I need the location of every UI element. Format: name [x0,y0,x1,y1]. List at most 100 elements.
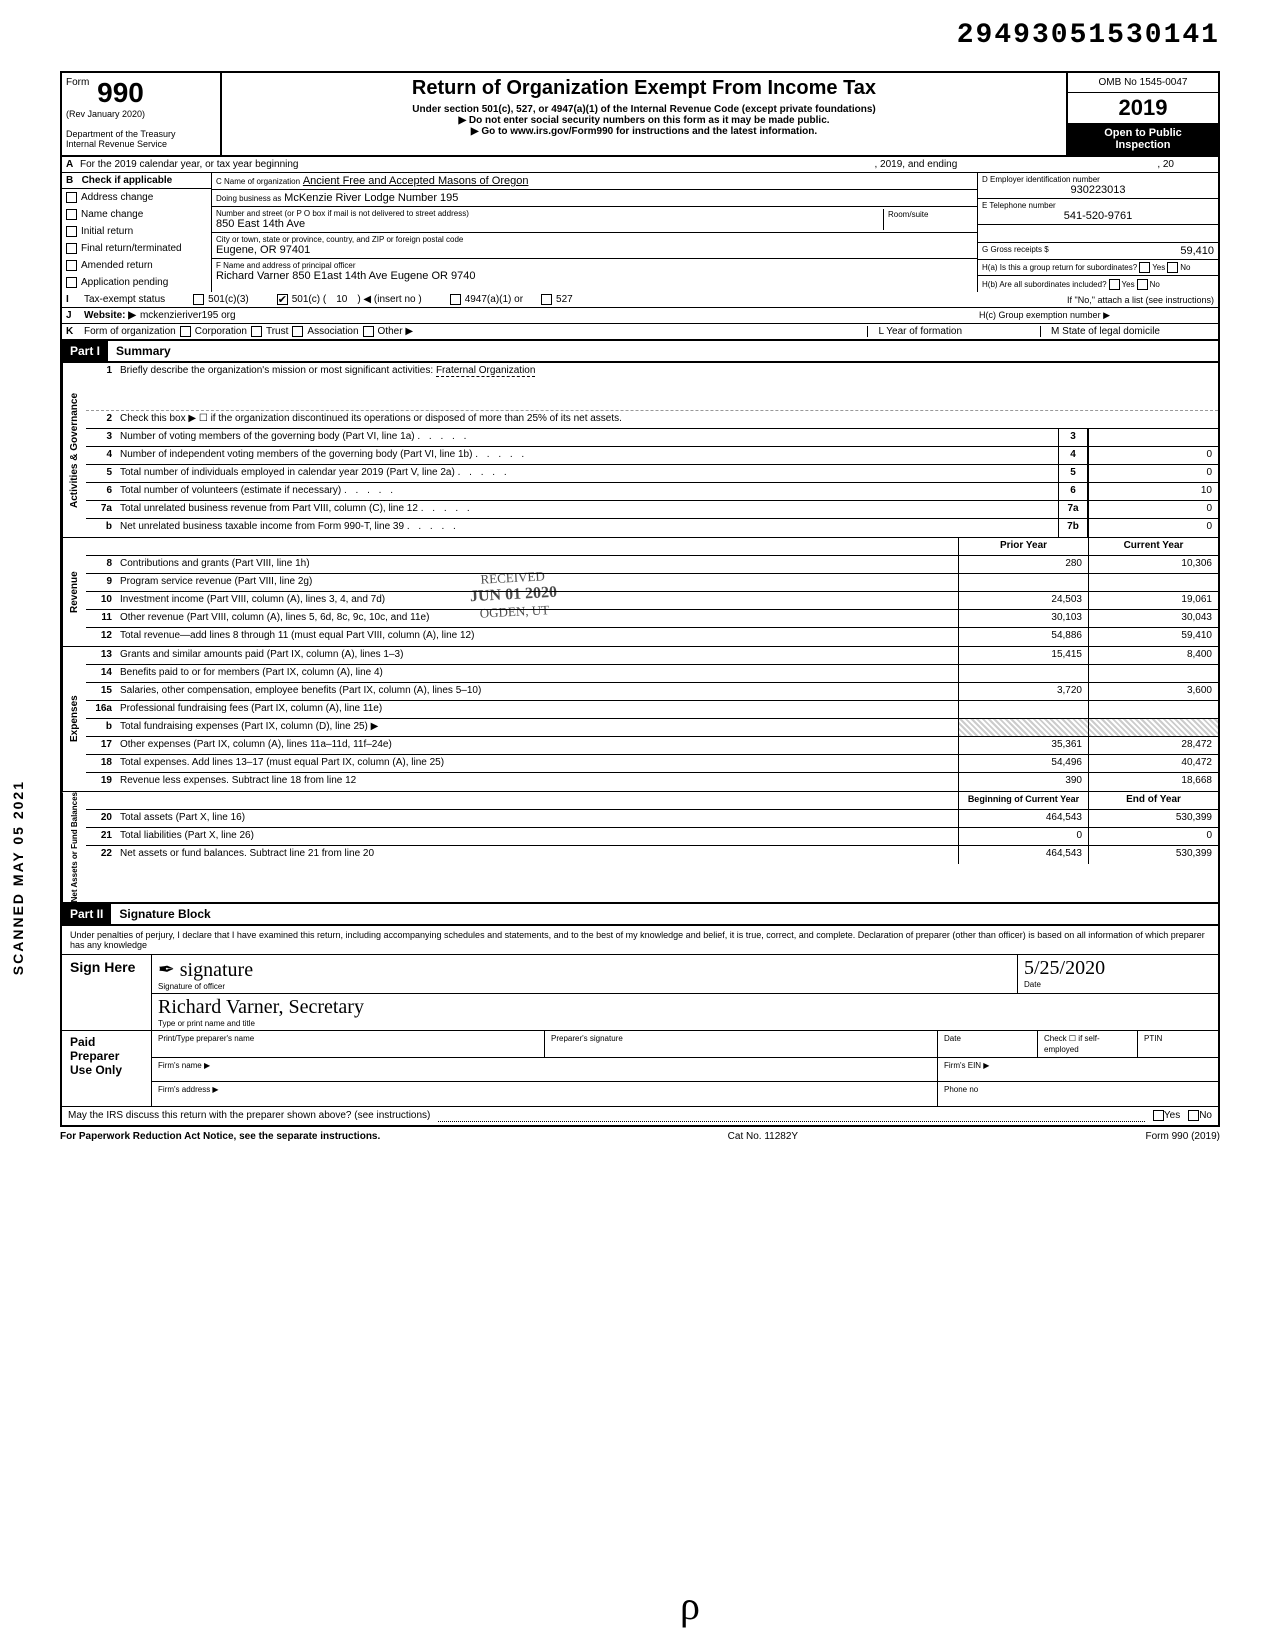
table-row: 14 Benefits paid to or for members (Part… [86,665,1218,683]
line-num: 1 [86,363,116,381]
city-value: Eugene, OR 97401 [216,244,973,256]
no-label: No [1199,1110,1212,1122]
m-state-label: M State of legal domicile [1040,326,1170,337]
street-value: 850 East 14th Ave [216,218,883,230]
line-desc: Number of voting members of the governin… [116,429,1058,446]
check-label: Name change [81,209,143,220]
hc-label: H(c) Group exemption number ▶ [979,310,1110,321]
gross-value: 59,410 [1049,245,1214,257]
firm-ein-label: Firm's EIN ▶ [944,1061,989,1070]
column-c: C Name of organization Ancient Free and … [212,173,978,292]
sidebar-expenses: Expenses [62,647,86,791]
table-row: 20 Total assets (Part X, line 16) 464,54… [86,810,1218,828]
check-application-pending[interactable]: Application pending [62,274,211,291]
current-value: 40,472 [1088,755,1218,772]
line-value: 0 [1088,519,1218,537]
document-number: 29493051530141 [60,20,1220,51]
phone-no-label: Phone no [944,1085,978,1094]
sign-here-text: Sign Here [70,959,143,975]
may-irs-no[interactable] [1188,1110,1199,1121]
sidebar-netassets: Net Assets or Fund Balances [62,792,86,902]
line-num: 12 [86,628,116,646]
table-row: 8 Contributions and grants (Part VIII, l… [86,556,1218,574]
table-row: 7a Total unrelated business revenue from… [86,501,1218,519]
row-i-label: Tax-exempt status [84,294,165,305]
current-value [1088,701,1218,718]
row-a-end: , 20 [1157,159,1174,170]
line-desc: Net unrelated business taxable income fr… [116,519,1058,537]
ein-value: 930223013 [982,184,1214,196]
prior-value: 54,886 [958,628,1088,646]
check-final-return[interactable]: Final return/terminated [62,240,211,257]
table-row: 21 Total liabilities (Part X, line 26) 0… [86,828,1218,846]
check-label: Address change [81,192,153,203]
line-value: 0 [1088,501,1218,518]
summary-table: Activities & Governance 1 Briefly descri… [60,363,1220,904]
row-a-letter: A [66,159,80,170]
tax-year: 2019 [1119,95,1168,120]
row-a-text: For the 2019 calendar year, or tax year … [80,159,298,170]
opt-corp: Corporation [195,326,247,337]
part1-title: Summary [108,341,179,361]
check-name-change[interactable]: Name change [62,206,211,223]
line-desc: Benefits paid to or for members (Part IX… [116,665,958,682]
line-num: 13 [86,647,116,664]
prior-value: 30,103 [958,610,1088,627]
received-stamp: RECEIVED JUN 01 2020 OGDEN, UT [469,568,559,622]
sidebar-governance: Activities & Governance [62,363,86,537]
row-j-letter: J [66,310,80,321]
line-desc: Total liabilities (Part X, line 26) [116,828,958,845]
scanned-stamp: SCANNED MAY 05 2021 [10,780,26,975]
line-num: 6 [86,483,116,500]
check-501c[interactable] [277,294,288,305]
firm-addr-label: Firm's address ▶ [158,1085,219,1094]
opt-501c3: 501(c)(3) [208,294,249,305]
opt-501c-end: ) ◀ (insert no ) [357,294,421,305]
check-label: Initial return [81,226,133,237]
form-id-box: Form 990 (Rev January 2020) Department o… [62,73,222,155]
prior-value: 24,503 [958,592,1088,609]
paperwork-notice: For Paperwork Reduction Act Notice, see … [60,1131,380,1142]
end-year-header: End of Year [1088,792,1218,809]
current-value [1088,574,1218,591]
line-desc: Total expenses. Add lines 13–17 (must eq… [116,755,958,772]
current-value [1088,719,1218,736]
line-value: 0 [1088,465,1218,482]
begin-year-header: Beginning of Current Year [958,792,1088,809]
line-desc: Total revenue—add lines 8 through 11 (mu… [116,628,958,646]
row-j-value: mckenzieriver195 org [140,310,236,321]
sign-here-label: Sign Here [62,955,152,1030]
omb-box: OMB No 1545-0047 2019 Open to Public Ins… [1068,73,1218,155]
prior-value: 464,543 [958,846,1088,864]
sidebar-revenue: Revenue [62,538,86,646]
open-public-2: Inspection [1072,139,1214,151]
line-num: 4 [86,447,116,464]
row-k-label: Form of organization [84,326,176,337]
part2-header-row: Part II Signature Block [60,904,1220,926]
row-i: I Tax-exempt status 501(c)(3) 501(c) ( 1… [60,292,1220,308]
check-address-change[interactable]: Address change [62,189,211,206]
current-year-header: Current Year [1088,538,1218,555]
line-num: 10 [86,592,116,609]
part1-header: Part I [62,341,108,361]
check-initial-return[interactable]: Initial return [62,223,211,240]
line-num: 19 [86,773,116,791]
form-note2: ▶ Go to www.irs.gov/Form990 for instruct… [230,126,1058,137]
current-value: 8,400 [1088,647,1218,664]
current-value: 530,399 [1088,846,1218,864]
line-desc: Total unrelated business revenue from Pa… [116,501,1058,518]
org-name: Ancient Free and Accepted Masons of Oreg… [303,175,529,187]
prior-value [958,665,1088,682]
sig-officer-label: Signature of officer [158,982,1011,991]
line-desc: Total number of volunteers (estimate if … [116,483,1058,500]
signature-image: ✒︎ signature [158,957,1011,982]
phone-label: E Telephone number [982,201,1214,210]
current-value: 3,600 [1088,683,1218,700]
may-irs-yes[interactable] [1153,1110,1164,1121]
line-desc: Revenue less expenses. Subtract line 18 … [116,773,958,791]
table-row: 15 Salaries, other compensation, employe… [86,683,1218,701]
line-num: b [86,519,116,537]
check-amended-return[interactable]: Amended return [62,257,211,274]
room-label: Room/suite [888,210,928,219]
irs-label: Internal Revenue Service [66,139,216,149]
